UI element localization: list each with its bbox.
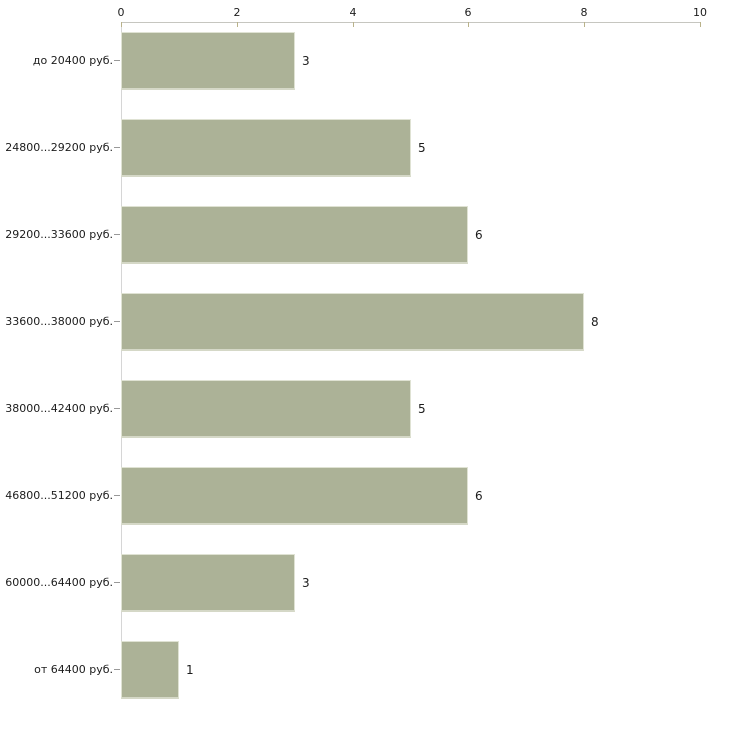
category-tick-mark — [114, 147, 120, 148]
x-axis-tick-mark — [353, 22, 354, 27]
category-tick-mark — [114, 234, 120, 235]
x-axis-tick-mark — [237, 22, 238, 27]
bar — [121, 206, 468, 264]
bar — [121, 554, 295, 612]
category-label: от 64400 руб. — [34, 663, 113, 676]
value-label: 6 — [475, 228, 483, 242]
x-axis-tick-label: 0 — [117, 6, 125, 19]
value-label: 5 — [418, 141, 426, 155]
x-axis-tick-label: 2 — [233, 6, 241, 19]
bar-row: от 64400 руб. 1 — [0, 641, 730, 699]
x-axis-tick-mark — [700, 22, 701, 27]
bar — [121, 467, 468, 525]
category-tick-mark — [114, 60, 120, 61]
y-axis-line — [121, 22, 122, 699]
x-axis-tick-mark — [468, 22, 469, 27]
category-label: до 20400 руб. — [32, 54, 113, 67]
value-label: 3 — [302, 54, 310, 68]
bar-row: 60000...64400 руб. 3 — [0, 554, 730, 612]
bar-row: 38000...42400 руб. 5 — [0, 380, 730, 438]
bar — [121, 32, 295, 90]
x-axis-tick-label: 8 — [580, 6, 588, 19]
bar-row: 33600...38000 руб. 8 — [0, 293, 730, 351]
bar — [121, 119, 411, 177]
value-label: 6 — [475, 489, 483, 503]
category-tick-mark — [114, 321, 120, 322]
x-axis-tick-label: 6 — [464, 6, 472, 19]
category-tick-mark — [114, 582, 120, 583]
bar — [121, 641, 179, 699]
bar-row: 46800...51200 руб. 6 — [0, 467, 730, 525]
bar-row: 29200...33600 руб. 6 — [0, 206, 730, 264]
category-label: 24800...29200 руб. — [5, 141, 113, 154]
category-tick-mark — [114, 408, 120, 409]
category-label: 29200...33600 руб. — [5, 228, 113, 241]
x-axis-line — [121, 22, 701, 23]
value-label: 8 — [591, 315, 599, 329]
bar-row: до 20400 руб. 3 — [0, 32, 730, 90]
value-label: 5 — [418, 402, 426, 416]
category-tick-mark — [114, 669, 120, 670]
x-axis-tick-mark — [584, 22, 585, 27]
bar — [121, 293, 584, 351]
category-label: 60000...64400 руб. — [5, 576, 113, 589]
x-axis-tick-mark — [121, 22, 122, 27]
bar-row: 24800...29200 руб. 5 — [0, 119, 730, 177]
value-label: 3 — [302, 576, 310, 590]
category-label: 33600...38000 руб. — [5, 315, 113, 328]
value-label: 1 — [186, 663, 194, 677]
x-axis-tick-label: 10 — [693, 6, 707, 19]
x-axis-tick-label: 4 — [349, 6, 357, 19]
category-label: 38000...42400 руб. — [5, 402, 113, 415]
bar — [121, 380, 411, 438]
category-label: 46800...51200 руб. — [5, 489, 113, 502]
category-tick-mark — [114, 495, 120, 496]
